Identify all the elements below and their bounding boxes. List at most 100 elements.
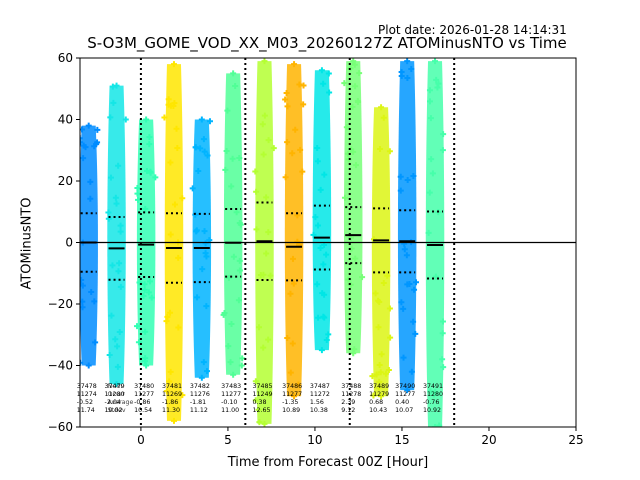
scatter-group-11 xyxy=(397,58,419,394)
scatter-point xyxy=(238,362,245,369)
scatter-point xyxy=(283,89,290,96)
scatter-point xyxy=(380,114,387,121)
scatter-point xyxy=(192,144,199,151)
stats-text: 11278 xyxy=(341,391,361,398)
scatter-point xyxy=(433,76,440,83)
scatter-group-10 xyxy=(369,104,394,400)
stats-text: -0.76 xyxy=(423,399,439,406)
scatter-point xyxy=(199,266,206,273)
scatter-point xyxy=(325,70,332,77)
scatter-point xyxy=(426,189,433,196)
stats-text: 12.65 xyxy=(252,407,270,414)
scatter-point xyxy=(143,362,150,369)
scatter-point xyxy=(439,147,446,154)
scatter-point xyxy=(351,61,358,68)
stats-row-label: Num xyxy=(108,383,123,390)
scatter-point xyxy=(108,174,115,181)
scatter-point xyxy=(375,324,382,331)
scatter-point xyxy=(93,141,100,148)
scatter-point xyxy=(300,82,307,89)
scatter-point xyxy=(167,309,174,316)
scatter-body xyxy=(284,64,304,397)
scatter-point xyxy=(352,83,359,90)
stats-text: -1.81 xyxy=(190,399,206,406)
scatter-point xyxy=(236,257,243,264)
scatter-point xyxy=(228,320,235,327)
scatter-point xyxy=(266,391,273,398)
scatter-point xyxy=(236,155,243,162)
scatter-point xyxy=(117,228,124,235)
scatter-point xyxy=(232,83,239,90)
stats-text: 11.12 xyxy=(190,407,208,414)
scatter-point xyxy=(257,272,264,279)
scatter-point xyxy=(397,187,404,194)
stats-text: 11279 xyxy=(369,391,389,398)
scatter-point xyxy=(163,318,170,325)
scatter-point xyxy=(397,173,404,180)
scatter-point xyxy=(198,374,205,381)
scatter-point xyxy=(265,137,272,144)
scatter-point xyxy=(252,168,259,175)
scatter-point xyxy=(134,323,141,330)
stats-text: -0.10 xyxy=(221,399,237,406)
x-tick-label: 25 xyxy=(568,433,583,447)
y-tick-label: 0 xyxy=(65,236,73,250)
scatter-point xyxy=(404,74,411,81)
scatter-point xyxy=(85,362,92,369)
scatter-point xyxy=(175,324,182,331)
scatter-point xyxy=(353,162,360,169)
stats-text: 11.00 xyxy=(221,407,239,414)
scatter-point xyxy=(201,228,208,235)
scatter-point xyxy=(296,81,303,88)
stats-text: -0.86 xyxy=(134,399,150,406)
stats-text: 37489 xyxy=(369,383,389,390)
scatter-point xyxy=(290,280,297,287)
scatter-point xyxy=(106,352,113,359)
scatter-point xyxy=(291,393,298,400)
scatter-point xyxy=(236,267,243,274)
scatter-point xyxy=(323,336,330,343)
scatter-point xyxy=(195,168,202,175)
scatter-point xyxy=(351,346,358,353)
scatter-point xyxy=(386,305,393,312)
stats-text: 37480 xyxy=(134,383,154,390)
scatter-point xyxy=(289,150,296,157)
scatter-point xyxy=(403,252,410,259)
scatter-point xyxy=(376,361,383,368)
scatter-point xyxy=(284,103,291,110)
scatter-point xyxy=(341,194,348,201)
scatter-point xyxy=(411,286,418,293)
x-tick-label: 15 xyxy=(394,433,409,447)
scatter-point xyxy=(425,229,432,236)
scatter-point xyxy=(439,356,446,363)
scatter-point xyxy=(253,188,260,195)
scatter-point xyxy=(349,103,356,110)
scatter-point xyxy=(320,80,327,87)
scatter-point xyxy=(410,318,417,325)
stats-text: 11276 xyxy=(190,391,210,398)
scatter-point xyxy=(134,184,141,191)
scatter-point xyxy=(408,368,415,375)
scatter-point xyxy=(350,58,357,65)
scatter-point xyxy=(284,139,291,146)
scatter-point xyxy=(384,272,391,279)
stats-text: 10.92 xyxy=(423,407,441,414)
scatter-point xyxy=(115,268,122,275)
scatter-point xyxy=(317,186,324,193)
scatter-point xyxy=(203,303,210,310)
scatter-point xyxy=(224,107,231,114)
stats-text: 37479 xyxy=(105,383,125,390)
stats-text: 37485 xyxy=(252,383,272,390)
x-tick-label: 5 xyxy=(224,433,232,447)
scatter-point xyxy=(174,144,181,151)
scatter-point xyxy=(318,67,325,74)
scatter-point xyxy=(310,231,317,238)
scatter-body xyxy=(397,61,417,391)
scatter-point xyxy=(222,166,229,173)
scatter-point xyxy=(352,255,359,262)
scatter-point xyxy=(289,255,296,262)
scatter-point xyxy=(194,294,201,301)
scatter-point xyxy=(261,112,268,119)
scatter-point xyxy=(404,281,411,288)
stats-text: 37481 xyxy=(162,383,182,390)
